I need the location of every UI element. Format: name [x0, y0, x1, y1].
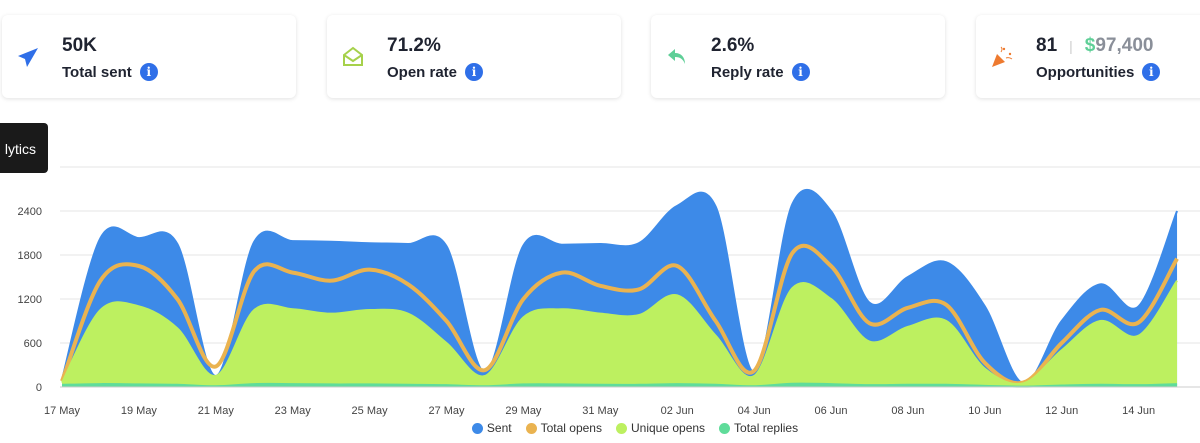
series-area-unique-opens	[62, 280, 1178, 387]
x-tick-label: 06 Jun	[814, 405, 847, 417]
legend-item[interactable]: Sent	[471, 421, 512, 435]
x-tick-label: 31 May	[582, 405, 619, 417]
legend-label: Unique opens	[630, 421, 706, 435]
opportunities-amount: 97,400	[1095, 35, 1154, 56]
chart-legend: Sent Total opens Unique opens Total replies	[0, 421, 1200, 435]
x-tick-label: 08 Jun	[891, 405, 924, 417]
legend-dot	[471, 422, 483, 434]
y-tick-label: 1200	[18, 294, 42, 306]
y-tick-label: 600	[24, 338, 42, 350]
x-tick-label: 29 May	[505, 405, 542, 417]
open-rate-value: 71.2%	[387, 35, 441, 56]
info-icon[interactable]: i	[1142, 63, 1161, 81]
legend-label: Total opens	[540, 421, 602, 435]
x-tick-label: 04 Jun	[738, 405, 771, 417]
party-popper-icon	[992, 46, 1013, 67]
opportunities-value: 81 | $97,400	[1036, 35, 1154, 56]
y-tick-label: 1800	[18, 250, 42, 262]
total-sent-card: 50K Total sent i	[2, 15, 296, 98]
opportunities-card: 81 | $97,400 Opportunities i	[976, 15, 1200, 98]
y-tick-label: 2400	[18, 206, 42, 218]
legend-label: Sent	[486, 421, 512, 435]
x-tick-label: 25 May	[352, 405, 389, 417]
legend-dot	[615, 422, 627, 434]
series-line-total-opens	[60, 243, 1179, 386]
x-tick-label: 21 May	[198, 405, 235, 417]
x-tick-label: 12 Jun	[1045, 405, 1078, 417]
paper-plane-icon	[18, 48, 38, 67]
legend-item[interactable]: Unique opens	[615, 421, 706, 435]
x-tick-label: 17 May	[44, 405, 81, 417]
x-tick-label: 27 May	[428, 405, 465, 417]
tooltip: lytics	[0, 123, 48, 173]
info-icon[interactable]: i	[791, 63, 810, 81]
opportunities-label: Opportunities	[1036, 63, 1135, 81]
info-icon[interactable]: i	[139, 63, 158, 81]
legend-dot	[525, 422, 537, 434]
x-tick-label: 14 Jun	[1122, 405, 1155, 417]
legend-dot	[719, 422, 731, 434]
legend-label: Total replies	[734, 421, 799, 435]
reply-rate-label: Reply rate	[711, 63, 784, 81]
legend-item[interactable]: Total opens	[525, 421, 602, 435]
x-tick-label: 23 May	[275, 405, 312, 417]
reply-arrow-icon	[668, 49, 685, 64]
series-line-total-replies	[61, 382, 1178, 388]
total-sent-label: Total sent	[62, 63, 132, 81]
open-rate-label: Open rate	[387, 63, 458, 81]
reply-rate-value: 2.6%	[711, 35, 755, 56]
series-line-unique-opens	[61, 280, 1178, 386]
reply-rate-card: 2.6% Reply rate i	[651, 15, 945, 98]
x-tick-label: 10 Jun	[968, 405, 1001, 417]
legend-item[interactable]: Total replies	[719, 421, 798, 435]
amount-symbol: $	[1084, 35, 1096, 56]
y-tick-label: 0	[36, 382, 42, 394]
x-tick-label: 19 May	[121, 405, 158, 417]
open-envelope-icon	[343, 46, 363, 66]
total-sent-value: 50K	[62, 35, 97, 56]
x-tick-label: 02 Jun	[661, 405, 694, 417]
info-icon[interactable]: i	[465, 63, 484, 81]
open-rate-card: 71.2% Open rate i	[327, 15, 621, 98]
